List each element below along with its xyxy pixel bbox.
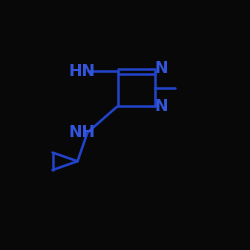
Text: HN: HN	[69, 64, 96, 79]
Text: NH: NH	[69, 125, 96, 140]
Text: N: N	[155, 99, 168, 114]
Text: N: N	[155, 61, 168, 76]
